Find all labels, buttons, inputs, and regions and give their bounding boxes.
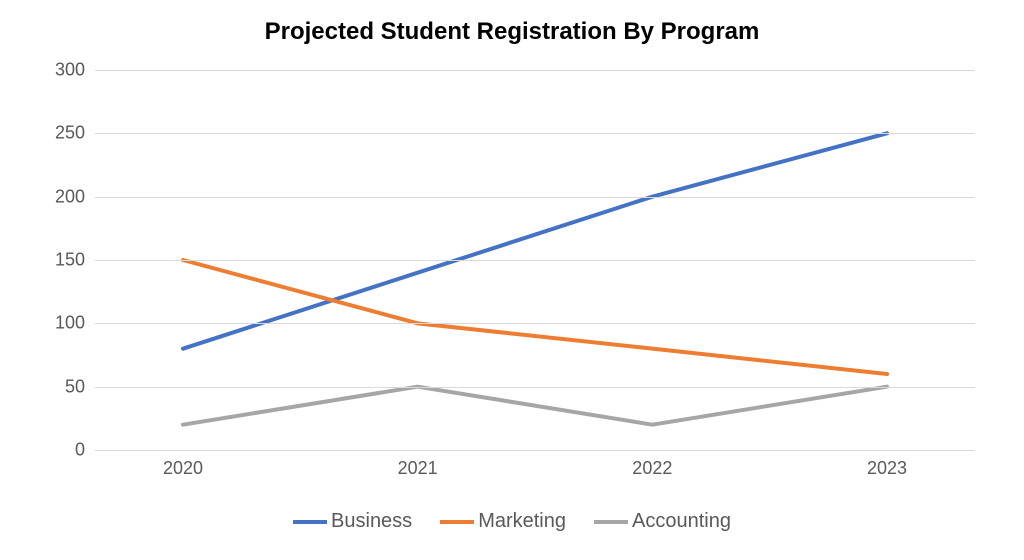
y-tick-label: 200 (55, 186, 95, 207)
legend-item: Accounting (594, 510, 731, 533)
legend-label: Business (331, 510, 412, 533)
legend-label: Marketing (478, 510, 566, 533)
x-tick-label: 2022 (632, 450, 672, 479)
legend-swatch (440, 520, 474, 524)
legend: Business Marketing Accounting (0, 510, 1024, 533)
y-tick-label: 300 (55, 60, 95, 81)
gridline (95, 197, 975, 198)
legend-swatch (293, 520, 327, 524)
gridline (95, 133, 975, 134)
series-line (183, 387, 887, 425)
y-tick-label: 150 (55, 250, 95, 271)
series-line (183, 260, 887, 374)
x-tick-label: 2020 (163, 450, 203, 479)
gridline (95, 450, 975, 451)
series-line (183, 133, 887, 348)
gridline (95, 387, 975, 388)
plot-area: 0501001502002503002020202120222023 (95, 70, 975, 450)
legend-swatch (594, 520, 628, 524)
gridline (95, 260, 975, 261)
legend-label: Accounting (632, 510, 731, 533)
legend-item: Marketing (440, 510, 566, 533)
chart-container: Projected Student Registration By Progra… (0, 0, 1024, 560)
y-tick-label: 0 (75, 440, 95, 461)
y-tick-label: 50 (65, 376, 95, 397)
x-tick-label: 2021 (398, 450, 438, 479)
x-tick-label: 2023 (867, 450, 907, 479)
chart-title: Projected Student Registration By Progra… (0, 18, 1024, 46)
gridline (95, 70, 975, 71)
gridline (95, 323, 975, 324)
y-tick-label: 250 (55, 123, 95, 144)
legend-item: Business (293, 510, 412, 533)
y-tick-label: 100 (55, 313, 95, 334)
